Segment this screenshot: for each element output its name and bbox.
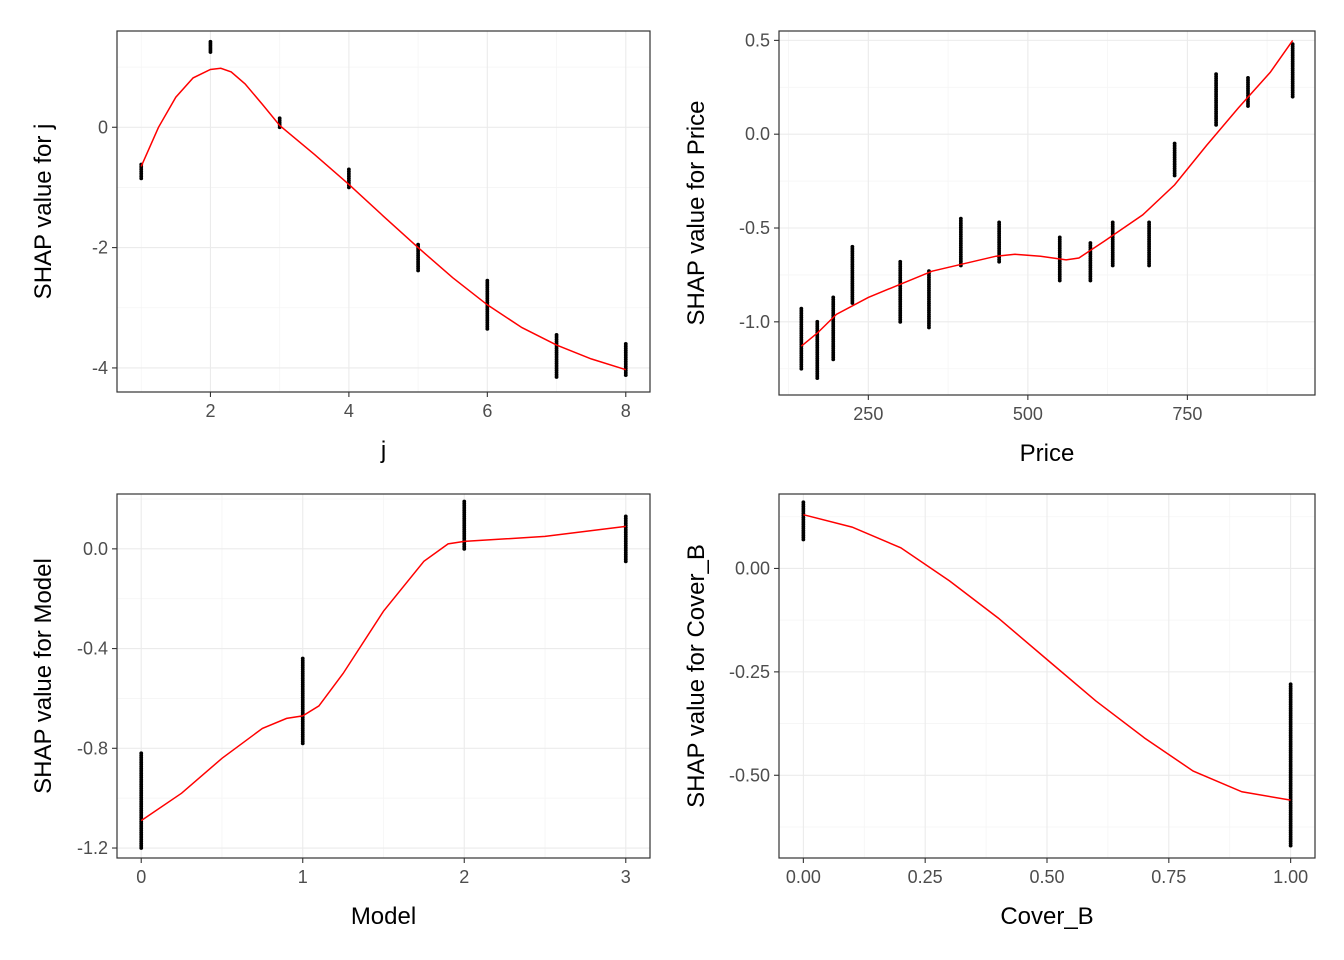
x-tick-label: 6 — [482, 401, 492, 421]
shap-point — [1290, 94, 1295, 99]
x-tick-label: 0 — [136, 867, 146, 887]
shap-point — [139, 846, 144, 850]
shap-point — [1246, 104, 1250, 108]
smooth-trend-line — [140, 67, 627, 371]
shap-point — [462, 546, 467, 551]
shap-point — [623, 559, 628, 564]
y-tick-label: -1.2 — [77, 838, 108, 858]
shap-point — [623, 373, 628, 378]
y-tick-label: -1.0 — [739, 312, 770, 332]
y-tick-label: -4 — [92, 358, 108, 378]
panel-shap-cover-b: 0.00 0.25 0.50 0.75 1.00 -0.50 -0.25 0.00 Cover_… — [683, 493, 1316, 930]
y-axis-title: SHAP value for Cover_B — [683, 544, 710, 808]
shap-point — [799, 366, 804, 371]
y-axis-title: SHAP value for j — [30, 124, 57, 300]
shap-point — [1088, 278, 1093, 283]
shap-point — [831, 357, 836, 362]
shap-point — [1110, 263, 1115, 268]
y-tick-label: -0.4 — [77, 639, 108, 659]
panel-border — [778, 30, 1316, 396]
shap-point — [485, 326, 490, 331]
shap-point — [346, 185, 351, 190]
x-tick-label: 0.50 — [1029, 867, 1064, 887]
y-tick-label: 0.0 — [83, 539, 108, 559]
shap-point — [997, 259, 1002, 264]
y-tick-label: 0.5 — [745, 30, 770, 50]
x-tick-label: 1.00 — [1273, 867, 1308, 887]
shap-point — [139, 176, 144, 181]
y-tick-label: -2 — [92, 238, 108, 258]
shap-point — [1147, 263, 1151, 268]
panel-shap-model: 0 1 2 3 -1.2 -0.8 -0.4 0.0 Model SHAP value for M… — [30, 493, 651, 930]
panel-border — [116, 493, 651, 859]
y-tick-label: 0 — [98, 117, 108, 137]
shap-point — [1288, 843, 1293, 848]
y-axis-title: SHAP value for Model — [30, 558, 57, 794]
y-tick-label: -0.25 — [729, 662, 770, 682]
y-tick-label: -0.8 — [77, 738, 108, 758]
x-tick-label: 750 — [1172, 404, 1202, 424]
x-axis-title: Cover_B — [1000, 903, 1093, 930]
shap-point — [416, 268, 421, 273]
shap-point — [898, 319, 903, 324]
x-tick-label: 250 — [853, 404, 883, 424]
shap-point — [1214, 122, 1218, 127]
x-axis-title: Model — [351, 903, 416, 930]
smooth-trend-line — [800, 39, 1294, 347]
shap-point — [801, 537, 806, 542]
panel-border — [778, 493, 1316, 859]
panel-shap-j: 2 4 6 8 -4 -2 0 j SHAP value for j — [30, 30, 651, 464]
y-tick-label: 0.00 — [735, 558, 770, 578]
shap-point — [1172, 173, 1177, 178]
x-tick-label: 1 — [298, 867, 308, 887]
x-tick-label: 0.75 — [1151, 867, 1186, 887]
x-tick-label: 8 — [621, 401, 631, 421]
y-tick-label: 0.0 — [745, 124, 770, 144]
shap-point — [1057, 278, 1062, 283]
y-tick-label: -0.5 — [739, 218, 770, 238]
x-tick-label: 0.00 — [786, 867, 821, 887]
y-axis-title: SHAP value for Price — [683, 101, 710, 326]
smooth-trend-line — [803, 513, 1291, 801]
x-tick-label: 4 — [344, 401, 354, 421]
x-axis-title: j — [380, 437, 386, 464]
shap-point — [554, 375, 559, 379]
shap-point — [850, 301, 855, 305]
smooth-trend-line — [140, 525, 626, 822]
x-tick-label: 3 — [621, 867, 631, 887]
panel-shap-price: 250 500 750 -1.0 -0.5 0.0 0.5 Price SHAP value f… — [683, 30, 1316, 467]
x-axis-title: Price — [1020, 440, 1075, 467]
shap-point — [815, 376, 820, 381]
shap-point — [927, 325, 931, 330]
x-tick-label: 2 — [205, 401, 215, 421]
shap-point — [300, 741, 305, 746]
x-tick-label: 0.25 — [908, 867, 943, 887]
panel-border — [116, 30, 651, 393]
shap-point — [208, 50, 213, 54]
y-tick-label: -0.50 — [729, 765, 770, 785]
x-tick-label: 500 — [1013, 404, 1043, 424]
x-tick-label: 2 — [459, 867, 469, 887]
